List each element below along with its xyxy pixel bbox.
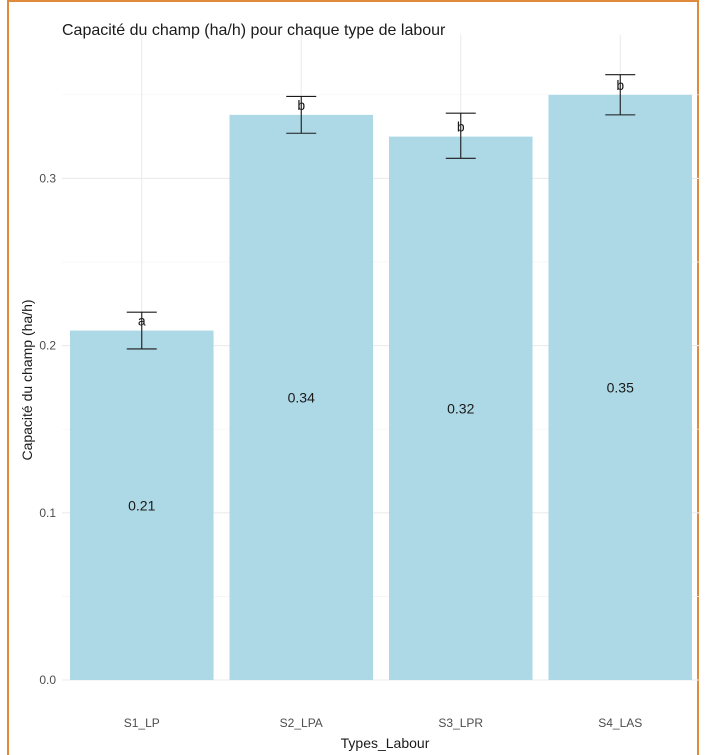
bars (69, 94, 693, 681)
chart-title: Capacité du champ (ha/h) pour chaque typ… (62, 22, 446, 39)
y-tick-label: 0.1 (39, 506, 56, 520)
value-label: 0.32 (447, 400, 474, 416)
y-tick-label: 0.0 (39, 673, 56, 687)
x-axis-title: Types_Labour (341, 735, 430, 751)
bar-S2_LPA (229, 114, 374, 680)
bar-S4_LAS (548, 94, 693, 681)
group-letter-label: b (297, 97, 305, 113)
error-bar-S3_LPR (445, 112, 476, 159)
data-labels: 0.21 a 0.34 b 0.32 b 0.35 b (128, 77, 634, 513)
x-axis-ticks: S1_LP S2_LPA S3_LPR S4_LAS (124, 716, 643, 730)
group-letter-label: a (138, 313, 146, 329)
group-letter-label: b (616, 77, 624, 93)
x-tick-label: S1_LP (124, 716, 160, 730)
y-tick-label: 0.2 (39, 339, 56, 353)
y-axis-title: Capacité du champ (ha/h) (19, 299, 35, 460)
error-bar-S1_LP (126, 311, 157, 350)
value-label: 0.35 (607, 379, 634, 395)
y-tick-label: 0.3 (39, 171, 56, 185)
error-bar-S2_LPA (286, 95, 317, 134)
x-tick-label: S4_LAS (598, 716, 642, 730)
x-tick-label: S3_LPR (438, 716, 483, 730)
y-axis-ticks: 0.0 0.1 0.2 0.3 (39, 171, 56, 687)
bar-S1_LP (69, 330, 214, 680)
bar-S3_LPR (388, 136, 533, 681)
x-tick-label: S2_LPA (280, 716, 323, 730)
error-bars (126, 74, 636, 350)
value-label: 0.34 (288, 389, 315, 405)
value-label: 0.21 (128, 497, 155, 513)
group-letter-label: b (457, 119, 465, 135)
error-bar-S4_LAS (605, 74, 636, 116)
